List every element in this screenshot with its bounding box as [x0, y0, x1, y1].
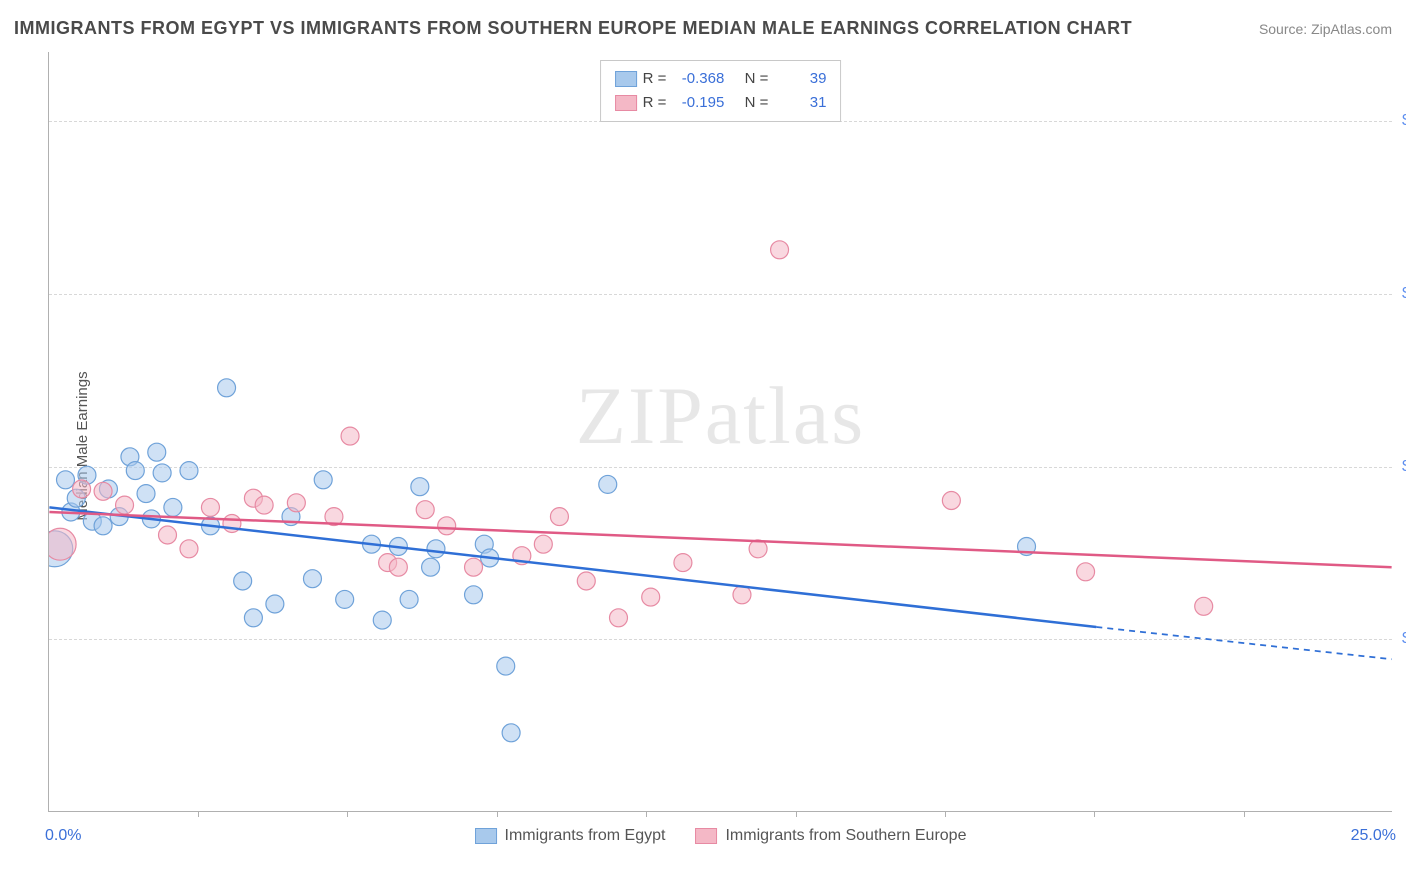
y-tick-label: $75,000: [1402, 458, 1406, 476]
correlation-row-seurope: R = -0.195 N = 31: [615, 91, 827, 115]
data-point: [502, 724, 520, 742]
data-point: [94, 482, 112, 500]
data-point: [234, 572, 252, 590]
data-point: [159, 526, 177, 544]
r-value-egypt: -0.368: [672, 67, 724, 91]
data-point: [255, 496, 273, 514]
swatch-seurope-icon: [695, 828, 717, 844]
data-point: [422, 558, 440, 576]
data-point: [534, 535, 552, 553]
series-legend: Immigrants from Egypt Immigrants from So…: [475, 827, 967, 845]
data-point: [771, 241, 789, 259]
legend-label-seurope: Immigrants from Southern Europe: [725, 827, 966, 845]
data-point: [674, 554, 692, 572]
data-point: [244, 609, 262, 627]
y-tick-label: $150,000: [1402, 112, 1406, 130]
correlation-row-egypt: R = -0.368 N = 39: [615, 67, 827, 91]
chart-title: IMMIGRANTS FROM EGYPT VS IMMIGRANTS FROM…: [14, 18, 1132, 39]
data-point: [577, 572, 595, 590]
data-point: [266, 595, 284, 613]
data-point: [303, 570, 321, 588]
x-min-label: 0.0%: [45, 827, 81, 845]
swatch-egypt-icon: [475, 828, 497, 844]
data-point: [287, 494, 305, 512]
x-tick: [198, 811, 199, 817]
data-point: [201, 498, 219, 516]
x-tick: [945, 811, 946, 817]
trend-line: [49, 512, 1391, 567]
trend-line: [49, 507, 1096, 627]
data-point: [733, 586, 751, 604]
title-row: IMMIGRANTS FROM EGYPT VS IMMIGRANTS FROM…: [14, 18, 1392, 39]
data-point: [116, 496, 134, 514]
x-max-label: 25.0%: [1351, 827, 1396, 845]
data-point: [1077, 563, 1095, 581]
data-point: [126, 462, 144, 480]
legend-item-seurope: Immigrants from Southern Europe: [695, 827, 966, 845]
data-point: [416, 501, 434, 519]
x-tick: [347, 811, 348, 817]
data-point: [427, 540, 445, 558]
data-point: [314, 471, 332, 489]
scatter-svg: [49, 52, 1392, 811]
data-point: [218, 379, 236, 397]
data-point: [180, 462, 198, 480]
data-point: [336, 590, 354, 608]
swatch-egypt: [615, 71, 637, 87]
chart-container: IMMIGRANTS FROM EGYPT VS IMMIGRANTS FROM…: [0, 0, 1406, 892]
data-point: [400, 590, 418, 608]
correlation-legend: R = -0.368 N = 39 R = -0.195 N = 31: [600, 60, 842, 122]
data-point: [153, 464, 171, 482]
legend-item-egypt: Immigrants from Egypt: [475, 827, 666, 845]
data-point: [49, 528, 76, 560]
x-tick: [796, 811, 797, 817]
y-tick-label: $37,500: [1402, 630, 1406, 648]
data-point: [137, 485, 155, 503]
data-point: [497, 657, 515, 675]
data-point: [57, 471, 75, 489]
data-point: [1195, 597, 1213, 615]
data-point: [610, 609, 628, 627]
legend-label-egypt: Immigrants from Egypt: [505, 827, 666, 845]
x-tick: [646, 811, 647, 817]
data-point: [438, 517, 456, 535]
data-point: [411, 478, 429, 496]
x-tick: [497, 811, 498, 817]
data-point: [642, 588, 660, 606]
n-value-egypt: 39: [774, 67, 826, 91]
data-point: [341, 427, 359, 445]
data-point: [465, 586, 483, 604]
data-point: [148, 443, 166, 461]
data-point: [73, 480, 91, 498]
swatch-seurope: [615, 95, 637, 111]
y-tick-label: $112,500: [1402, 285, 1406, 303]
data-point: [599, 475, 617, 493]
trend-line-extension: [1096, 627, 1391, 659]
data-point: [164, 498, 182, 516]
data-point: [389, 558, 407, 576]
plot-area: ZIPatlas R = -0.368 N = 39 R = -0.195 N …: [48, 52, 1392, 812]
chart-source: Source: ZipAtlas.com: [1259, 21, 1392, 37]
x-tick: [1094, 811, 1095, 817]
data-point: [180, 540, 198, 558]
data-point: [942, 492, 960, 510]
data-point: [94, 517, 112, 535]
x-tick: [1244, 811, 1245, 817]
n-value-seurope: 31: [774, 91, 826, 115]
r-value-seurope: -0.195: [672, 91, 724, 115]
data-point: [373, 611, 391, 629]
data-point: [465, 558, 483, 576]
data-point: [550, 508, 568, 526]
